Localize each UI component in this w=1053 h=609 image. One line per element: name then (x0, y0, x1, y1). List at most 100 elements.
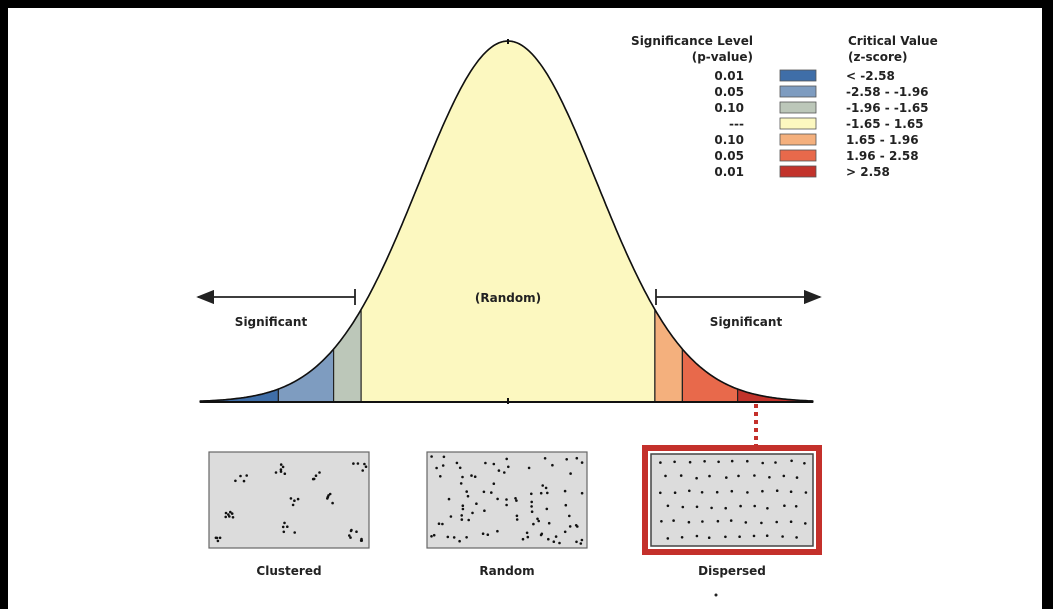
dispersed-dot (701, 520, 704, 523)
random-dot (461, 504, 465, 508)
random-dot (546, 491, 549, 495)
random-dot (505, 503, 508, 507)
cluster-dot (293, 499, 296, 503)
random-dot (490, 491, 493, 494)
random-dot (515, 499, 518, 502)
random-dot (441, 522, 444, 526)
cluster-dot (293, 531, 297, 534)
legend-zscore-6: > 2.58 (846, 165, 890, 179)
legend-header-critical: Critical Value (848, 34, 938, 48)
region-p010-left (333, 307, 362, 403)
dispersed-dot (737, 474, 740, 478)
dispersed-dot (781, 535, 784, 538)
random-dot (447, 497, 451, 501)
cluster-dot (352, 462, 355, 465)
clustered-label: Clustered (256, 564, 321, 578)
random-dot (466, 494, 470, 498)
random-dot (575, 456, 579, 460)
cluster-dot (245, 474, 248, 477)
cluster-dot (349, 529, 353, 533)
dispersed-dot (680, 536, 684, 539)
random-dot (435, 466, 438, 470)
random-dot (547, 537, 550, 541)
random-dot (568, 514, 571, 518)
random-dot (569, 472, 572, 475)
random-dot (473, 475, 477, 479)
dispersed-dot (775, 489, 779, 493)
random-dot (563, 489, 567, 493)
cluster-dot (216, 539, 220, 543)
random-dot (430, 535, 433, 538)
dispersed-dot (803, 462, 806, 465)
cluster-dot (331, 501, 334, 505)
dispersed-dots (659, 459, 808, 540)
random-dot (565, 458, 568, 461)
cluster-dot (318, 471, 321, 474)
legend-header-zscore: (z-score) (848, 50, 908, 64)
legend-zscore-2: -1.96 - -1.65 (846, 101, 929, 115)
legend-pvalue-6: 0.01 (714, 165, 744, 179)
random-dot (481, 532, 485, 535)
bell-curve (199, 40, 814, 403)
legend: Significance Level (p-value) Critical Va… (631, 34, 938, 179)
random-dot (537, 519, 540, 523)
random-dot (530, 500, 533, 504)
legend-pvalue-3: --- (729, 117, 744, 131)
dispersed-dot (795, 476, 799, 479)
cluster-dot (356, 462, 360, 465)
random-dot (551, 463, 554, 467)
legend-swatch-1 (779, 85, 817, 98)
dispersed-dot (768, 476, 771, 479)
cluster-dot (312, 477, 316, 481)
random-dot (460, 518, 464, 521)
legend-pvalue-0: 0.01 (714, 69, 744, 83)
cluster-dot (279, 470, 283, 473)
cluster-dot (239, 474, 242, 478)
random-dot (461, 475, 464, 479)
cluster-dot (279, 468, 283, 471)
dispersed-dot (729, 519, 733, 522)
random-dot (465, 490, 469, 493)
cluster-dot (229, 510, 232, 514)
legend-swatch-0 (779, 69, 817, 82)
dispersed-highlight-frame (642, 445, 822, 555)
dispersed-dot (753, 504, 756, 508)
random-dot (458, 539, 461, 543)
legend-zscore-0: < -2.58 (846, 69, 895, 83)
random-dot (521, 537, 525, 541)
random-curve-label: (Random) (475, 291, 541, 305)
region-p010-right (654, 307, 683, 403)
clustered-panel (208, 451, 370, 549)
legend-swatch-6 (779, 165, 817, 178)
cluster-dot (281, 465, 285, 469)
legend-swatch-5 (779, 149, 817, 162)
random-dot (540, 532, 544, 536)
random-dot (527, 466, 531, 470)
dispersed-dot (794, 505, 798, 508)
cluster-dot (361, 469, 365, 472)
right-significant-label: Significant (710, 315, 783, 329)
cluster-dot (296, 497, 300, 501)
cluster-dot (231, 516, 235, 519)
cluster-dot (224, 515, 227, 519)
dispersed-dot (688, 460, 692, 464)
dispersed-dot (766, 507, 769, 510)
dispersed-dot (725, 476, 728, 479)
cluster-dot (218, 536, 222, 540)
cluster-dot (215, 536, 219, 540)
legend-zscore-3: -1.65 - 1.65 (846, 117, 924, 131)
legend-zscore-5: 1.96 - 2.58 (846, 149, 919, 163)
random-dot (449, 515, 453, 518)
dispersed-dot (681, 505, 685, 509)
random-dot (505, 498, 508, 501)
right-significant-arrow (655, 289, 822, 305)
dispersed-dot (765, 534, 769, 537)
random-dot (458, 466, 462, 470)
normal-distribution-diagram: (Random) Significant Significant Signifi… (196, 34, 938, 597)
dispersed-dot (774, 461, 777, 464)
stray-dot (714, 593, 718, 597)
random-dot (545, 507, 549, 511)
dispersed-dot (710, 506, 713, 510)
legend-pvalue-2: 0.10 (714, 101, 744, 115)
dispersed-dot (746, 459, 749, 463)
